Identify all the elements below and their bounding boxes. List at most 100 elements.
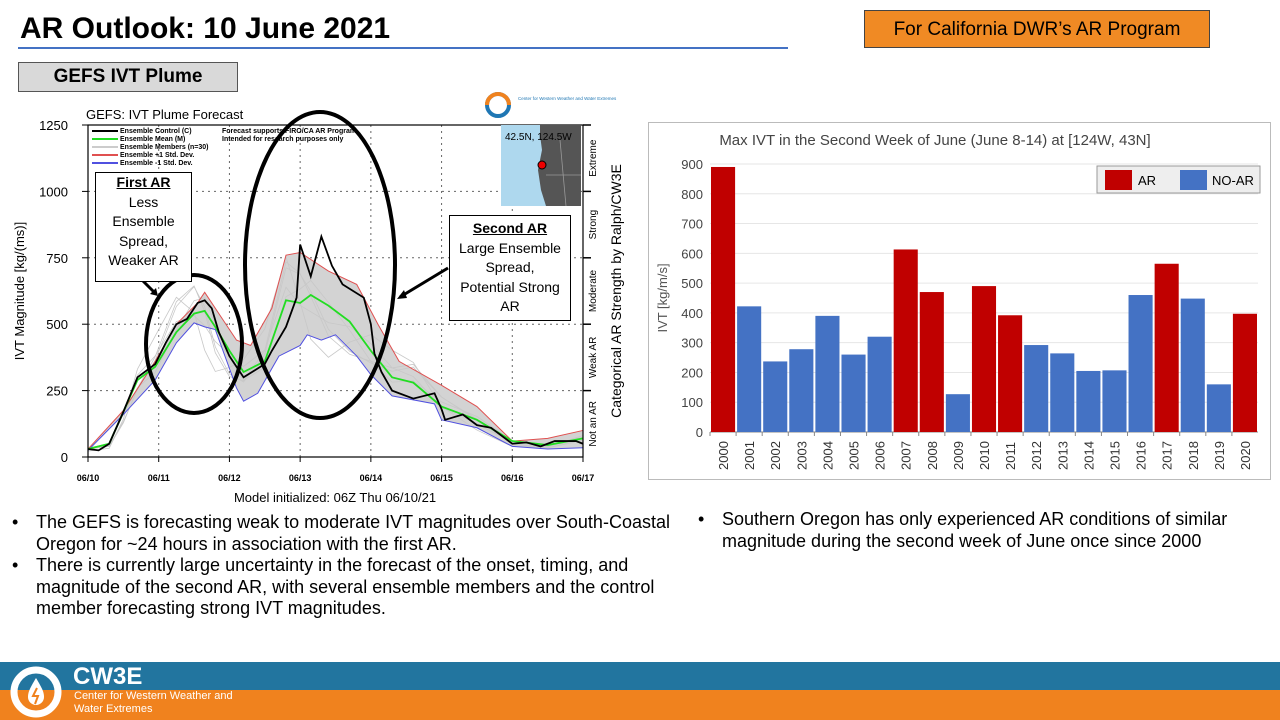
bar-x-tick: 2020 [1238, 441, 1253, 470]
section-label: GEFS IVT Plume [18, 62, 238, 92]
plume-x-label: Model initialized: 06Z Thu 06/10/21 [234, 490, 436, 505]
bar-2017 [1154, 263, 1179, 432]
first-ar-line: Weaker AR [108, 252, 179, 268]
bar-y-tick: 800 [681, 187, 703, 202]
bar-chart: Max IVT in the Second Week of June (June… [655, 132, 1261, 470]
bar-2009 [945, 394, 970, 432]
plume-y-tick: 1000 [39, 184, 68, 199]
legend-swatch-ar [1105, 170, 1132, 190]
bar-2011 [998, 315, 1023, 432]
plume-title: GEFS: IVT Plume Forecast [86, 107, 244, 122]
bar-x-tick: 2015 [1107, 441, 1122, 470]
footer-band-blue [0, 662, 1280, 690]
ar-category-label: Strong [588, 210, 599, 239]
title-divider [18, 47, 788, 49]
bar-y-tick: 900 [681, 157, 703, 172]
bar-y-tick: 600 [681, 246, 703, 261]
bar-x-tick: 2001 [742, 441, 757, 470]
bar-x-tick: 2004 [820, 441, 835, 470]
land [538, 125, 581, 206]
page-title: AR Outlook: 10 June 2021 [20, 12, 391, 45]
bar-x-tick: 2006 [873, 441, 888, 470]
bar-x-tick: 2017 [1160, 441, 1175, 470]
bar-2015 [1102, 370, 1127, 432]
bar-x-tick: 2011 [1003, 442, 1018, 470]
plume-x-tick: 06/10 [77, 473, 100, 483]
ensemble-control-c--line [87, 233, 584, 452]
legend-ar: AR [1138, 173, 1156, 188]
second-ar-note: Second AR Large Ensemble Spread, Potenti… [449, 215, 571, 321]
bar-chart-title: Max IVT in the Second Week of June (June… [719, 132, 1150, 149]
second-ar-heading: Second AR [472, 220, 548, 236]
first-ar-line: Less [128, 193, 159, 210]
plume-y-tick: 500 [46, 317, 68, 332]
left-bullets: The GEFS is forecasting weak to moderate… [6, 512, 686, 620]
second-ar-ellipse [243, 110, 397, 420]
legend-members: Ensemble Members (n=30) [120, 144, 209, 151]
plume-y-tick: 0 [61, 450, 68, 465]
ensemble-member-line [87, 279, 584, 449]
logo-text: Center for Western Weather and Water Ext… [518, 96, 617, 101]
bar-x-tick: 2019 [1212, 441, 1227, 470]
ar-category-label: Moderate [588, 269, 599, 312]
bar-2005 [841, 354, 866, 432]
first-ar-note: First AR Less Ensemble Spread, Weaker AR [95, 172, 192, 282]
bar-y-tick: 200 [681, 365, 703, 380]
plume-y-tick: 1250 [39, 118, 68, 133]
second-ar-line: Spread, [485, 259, 535, 275]
legend-minus-sd: Ensemble -1 Std. Dev. [120, 160, 193, 167]
bar-2016 [1128, 295, 1153, 432]
bar-x-tick: 2009 [951, 441, 966, 470]
plume-x-tick: 06/17 [572, 473, 595, 483]
plume-legend: Ensemble Control (C) Ensemble Mean (M) E… [92, 128, 356, 167]
plume-x-tick: 06/11 [148, 473, 170, 483]
legend-plus-sd: Ensemble +1 Std. Dev. [120, 152, 194, 159]
bar-x-tick: 2005 [847, 441, 862, 470]
plume-x-tick: 06/13 [289, 473, 312, 483]
plume-y-label: IVT Magnitude [kg/(ms)] [12, 222, 27, 360]
location-label: 42.5N, 124.5W [505, 132, 572, 143]
plume-y-tick: 250 [46, 384, 68, 399]
ar-category-label: Weak AR [588, 337, 599, 379]
plume-x-tick: 06/16 [501, 473, 524, 483]
second-ar-arrow [399, 266, 449, 299]
first-ar-heading: First AR [116, 174, 171, 190]
ar-category-label: Not an AR [588, 401, 599, 447]
second-ar-line: Large Ensemble [459, 239, 561, 256]
bar-x-tick: 2007 [899, 441, 914, 470]
bar-2006 [867, 336, 892, 432]
legend-mean: Ensemble Mean (M) [120, 136, 185, 143]
ensemble-1-std-dev--line [87, 322, 584, 451]
cw3e-logo-small: Center for Western Weather and Water Ext… [485, 92, 617, 118]
bullet: There is currently large uncertainty in … [6, 555, 686, 620]
disclaimer-line-1: Forecast supports FIRO/CA AR Program [222, 128, 356, 135]
bullet: Southern Oregon has only experienced AR … [692, 509, 1262, 552]
bar-x-tick: 2010 [977, 441, 992, 470]
ensemble-mean-m--line [87, 293, 584, 450]
footer-org-name: CW3E [73, 663, 143, 690]
ar-category-label: Extreme [588, 139, 599, 177]
bar-2000 [711, 166, 736, 432]
plume-x-tick: 06/12 [218, 473, 241, 483]
bar-y-tick: 300 [681, 336, 703, 351]
bar-2008 [919, 292, 944, 432]
bar-y-tick: 700 [681, 217, 703, 232]
legend-swatch-noar [1180, 170, 1207, 190]
bar-x-tick: 2013 [1055, 441, 1070, 470]
bar-x-tick: 2018 [1186, 441, 1201, 470]
bar-2018 [1180, 298, 1205, 432]
bar-y-tick: 0 [696, 425, 703, 440]
bar-y-label: IVT [kg/m/s] [655, 263, 670, 332]
bar-y-tick: 400 [681, 306, 703, 321]
right-bullets: Southern Oregon has only experienced AR … [692, 509, 1262, 552]
bar-2001 [737, 306, 762, 432]
bullet: The GEFS is forecasting weak to moderate… [6, 512, 686, 555]
location-marker [537, 160, 547, 170]
footer-band-orange [0, 690, 1280, 720]
bar-2014 [1076, 370, 1101, 432]
bar-x-tick: 2000 [716, 441, 731, 470]
bar-y-tick: 500 [681, 276, 703, 291]
bar-x-tick: 2003 [794, 441, 809, 470]
bar-2004 [815, 315, 840, 432]
legend-control: Ensemble Control (C) [120, 128, 192, 135]
